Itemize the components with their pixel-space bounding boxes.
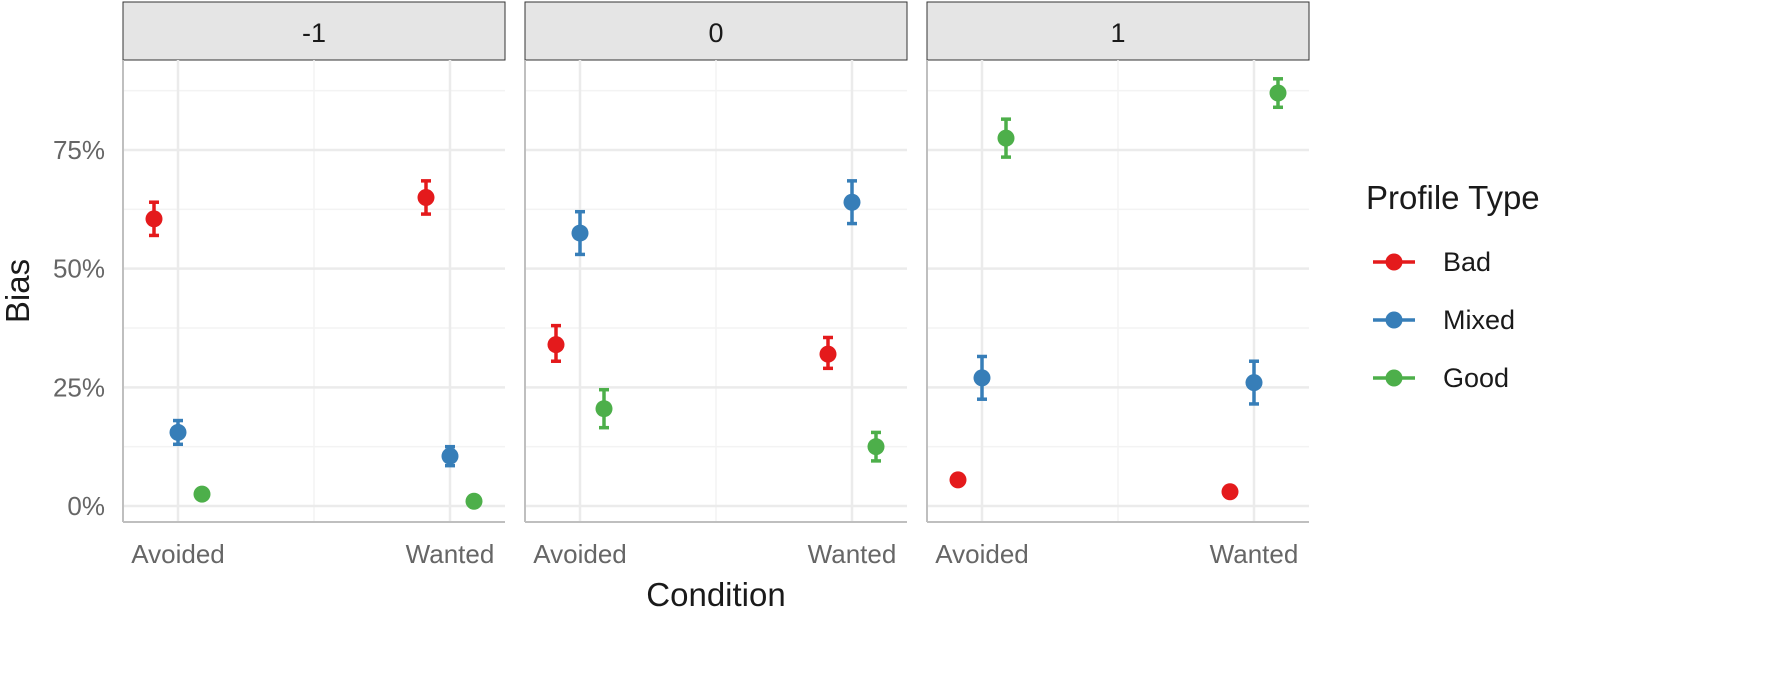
facet-strip-1 [524,1,908,61]
point-good-avoided-facet-0 [193,485,211,503]
y-tick-label: 0% [67,491,105,521]
x-tick-label-avoided: Avoided [533,539,627,569]
x-tick-label-avoided: Avoided [935,539,1029,569]
legend-label-bad: Bad [1443,247,1491,277]
point-good-wanted-facet-0 [465,492,483,510]
point-good-wanted-facet-2 [1269,84,1287,102]
point-mixed-avoided-facet-0 [169,423,187,441]
point-bad-avoided-facet-2 [949,471,967,489]
point-mixed-wanted-facet-1 [843,193,861,211]
x-tick-label-wanted: Wanted [406,539,495,569]
facet-label-0: -1 [302,18,326,48]
point-mixed-wanted-facet-2 [1245,374,1263,392]
facet-strip-2 [926,1,1310,61]
x-tick-label-wanted: Wanted [1210,539,1299,569]
y-tick-label: 25% [53,372,105,402]
facet-label-2: 1 [1110,18,1125,48]
point-bad-avoided-facet-0 [145,210,163,228]
facet-strip-0 [122,1,506,61]
facet-label-1: 0 [708,18,723,48]
x-axis-title: Condition [646,576,785,613]
point-bad-wanted-facet-1 [819,345,837,363]
point-mixed-avoided-facet-2 [973,369,991,387]
point-bad-wanted-facet-2 [1221,483,1239,501]
x-tick-label-wanted: Wanted [808,539,897,569]
y-axis-title: Bias [0,259,36,323]
legend-key-point-bad [1385,253,1403,271]
point-bad-wanted-facet-0 [417,188,435,206]
legend-title: Profile Type [1366,179,1540,216]
point-good-avoided-facet-1 [595,400,613,418]
point-good-avoided-facet-2 [997,129,1015,147]
point-bad-avoided-facet-1 [547,336,565,354]
y-tick-label: 50% [53,254,105,284]
legend-key-point-mixed [1385,311,1403,329]
x-tick-label-avoided: Avoided [131,539,225,569]
legend-label-good: Good [1443,363,1509,393]
point-mixed-avoided-facet-1 [571,224,589,242]
legend-key-point-good [1385,369,1403,387]
point-good-wanted-facet-1 [867,438,885,456]
y-tick-label: 75% [53,135,105,165]
point-mixed-wanted-facet-0 [441,447,459,465]
legend-label-mixed: Mixed [1443,305,1515,335]
